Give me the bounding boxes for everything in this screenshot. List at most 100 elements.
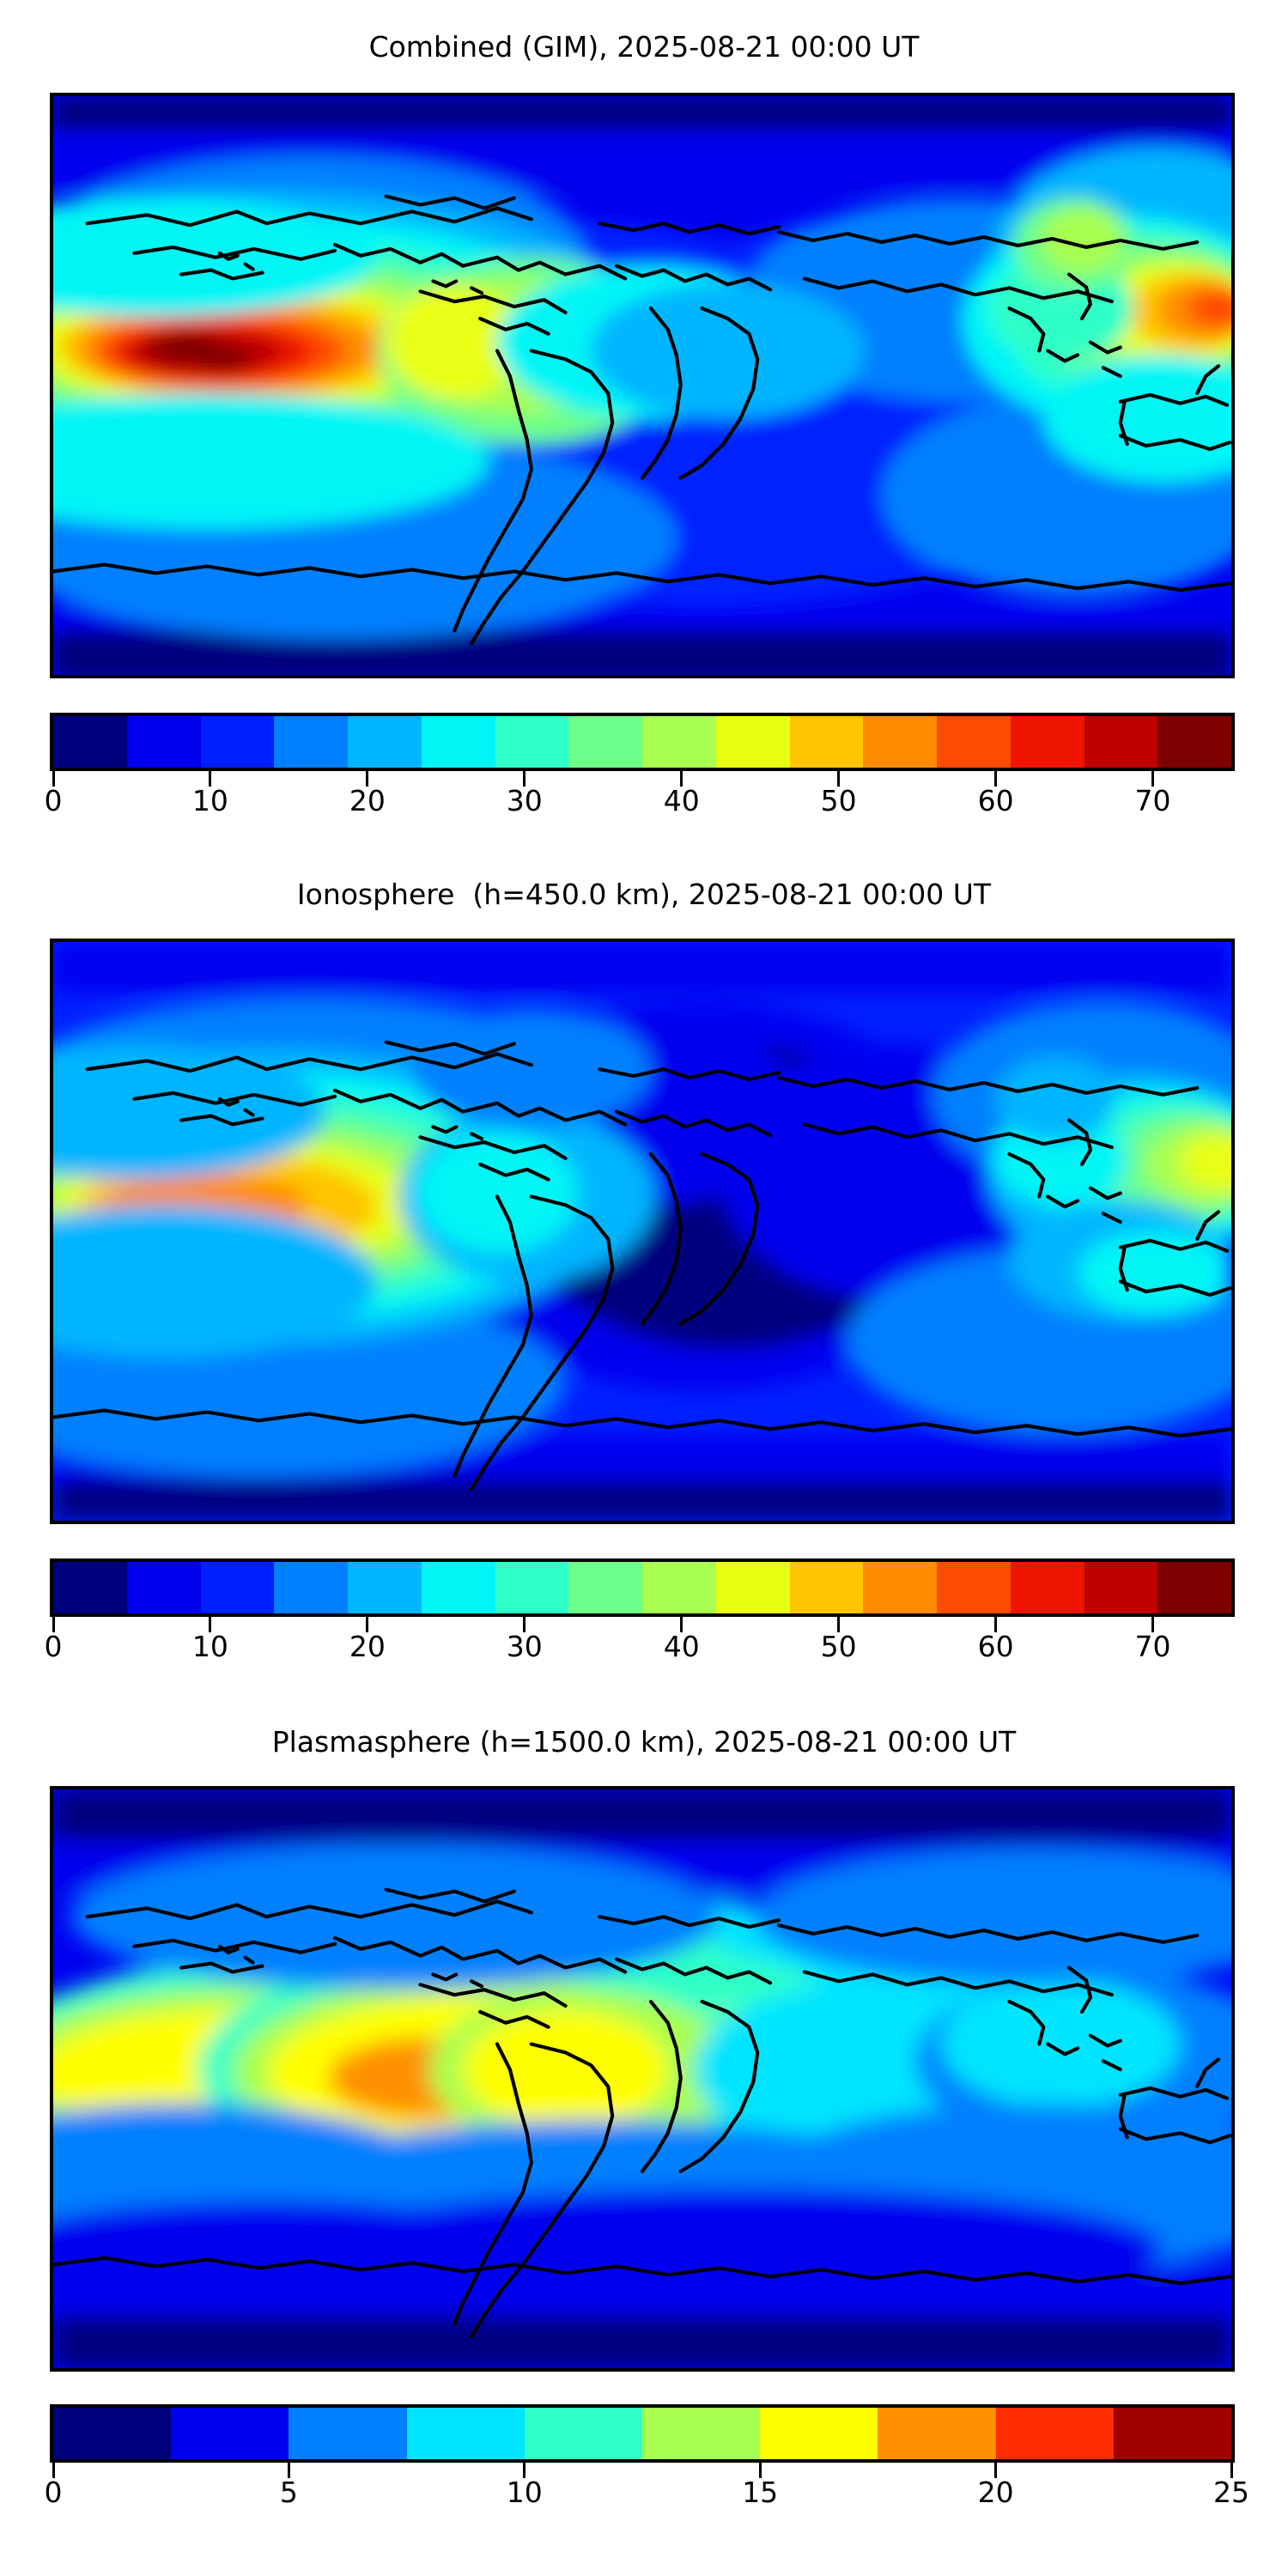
colorbar-tick	[837, 1617, 841, 1632]
colorbar-band	[406, 2408, 525, 2459]
colorbar-tick-label: 20	[349, 1630, 386, 1663]
colorbar-band	[863, 716, 937, 768]
colorbar-tick-label: 40	[663, 1630, 700, 1663]
colorbar-tick	[52, 2463, 55, 2478]
colorbar-band	[495, 716, 569, 768]
colorbar-tick-label: 5	[279, 2476, 298, 2509]
colorbar-band	[171, 2408, 289, 2459]
colorbar-tick	[52, 771, 55, 787]
colorbar-tick-label: 10	[191, 1630, 228, 1663]
colorbar-band	[200, 1562, 275, 1613]
colorbar-labels-plasmasphere: 0 5 10 15 20 25	[45, 2476, 1250, 2516]
colorbar-tick	[1151, 1617, 1155, 1632]
colorbar-gradient-ionosphere	[50, 1558, 1235, 1617]
colorbar-band	[274, 1562, 348, 1613]
colorbar-band	[348, 716, 422, 768]
colorbar-band	[568, 1562, 642, 1613]
colorbar-ionosphere: 0 10 20 30 40 50 60 70	[45, 1558, 1235, 1670]
colorbar-band	[421, 716, 495, 768]
colorbar-combined: 0 10 20 30 40 50 60 70	[45, 713, 1235, 824]
colorbar-tick	[209, 771, 212, 787]
colorbar-tick-label: 60	[977, 784, 1014, 817]
panel-title-combined: Combined (GIM), 2025-08-21 00:00 UT	[368, 30, 920, 64]
colorbar-band	[126, 716, 201, 768]
colorbar-tick	[366, 1617, 369, 1632]
colorbar-band	[642, 1562, 716, 1613]
colorbar-tick-label: 30	[506, 1630, 543, 1663]
map-plasmasphere	[50, 1786, 1235, 2372]
colorbar-tick	[994, 1617, 998, 1632]
colorbar-band	[53, 1562, 127, 1613]
colorbar-band	[715, 1562, 790, 1613]
colorbar-band	[789, 1562, 864, 1613]
colorbar-band	[421, 1562, 495, 1613]
colorbar-tick-label: 20	[977, 2476, 1014, 2509]
colorbar-tick-label: 60	[977, 1630, 1014, 1663]
colorbar-tick	[1151, 771, 1155, 787]
colorbar-band	[1157, 1562, 1231, 1613]
colorbar-band	[495, 1562, 569, 1613]
colorbar-band	[1084, 716, 1158, 768]
colorbar-tick-label: 40	[663, 784, 700, 817]
colorbar-band	[1157, 716, 1231, 768]
colorbar-tick	[994, 2463, 998, 2478]
colorbar-band	[53, 2408, 172, 2459]
colorbar-ticks-ionosphere	[50, 1617, 1235, 1632]
colorbar-tick-label: 70	[1134, 784, 1171, 817]
colorbar-tick	[680, 771, 683, 787]
colorbar-tick	[523, 771, 526, 787]
panel-plasmasphere: Plasmasphere (h=1500.0 km), 2025-08-21 0…	[0, 1728, 1288, 1756]
colorbar-tick	[287, 2463, 290, 2478]
colorbar-band	[289, 2408, 407, 2459]
colorbar-band	[878, 2408, 996, 2459]
colorbar-gradient-plasmasphere	[50, 2404, 1235, 2463]
colorbar-tick-label: 0	[44, 2476, 63, 2509]
colorbar-tick-label: 10	[506, 2476, 543, 2509]
colorbar-band	[1010, 1562, 1084, 1613]
colorbar-band	[995, 2408, 1114, 2459]
colorbar-labels-combined: 0 10 20 30 40 50 60 70	[45, 784, 1235, 824]
colorbar-tick	[837, 771, 841, 787]
colorbar-band	[937, 1562, 1011, 1613]
colorbar-band	[524, 2408, 642, 2459]
colorbar-band	[641, 2408, 761, 2459]
colorbar-ticks-plasmasphere	[50, 2463, 1235, 2478]
colorbar-band	[1113, 2408, 1231, 2459]
colorbar-band	[200, 716, 275, 768]
colorbar-tick	[366, 771, 369, 787]
colorbar-band	[642, 716, 716, 768]
colorbar-band	[863, 1562, 937, 1613]
colorbar-tick	[1230, 2463, 1233, 2478]
colorbar-band	[715, 716, 790, 768]
colorbar-tick	[209, 1617, 212, 1632]
colorbar-tick-label: 20	[349, 784, 386, 817]
colorbar-tick-label: 50	[820, 784, 857, 817]
colorbar-band	[53, 716, 127, 768]
colorbar-tick-label: 50	[820, 1630, 857, 1663]
colorbar-tick-label: 0	[44, 1630, 63, 1663]
colorbar-tick	[523, 2463, 526, 2478]
map-ionosphere	[50, 939, 1235, 1524]
colorbar-band	[348, 1562, 422, 1613]
colorbar-band	[789, 716, 864, 768]
colorbar-gradient-combined	[50, 713, 1235, 771]
colorbar-band	[1010, 716, 1084, 768]
colorbar-tick	[523, 1617, 526, 1632]
panel-title-ionosphere: Ionosphere (h=450.0 km), 2025-08-21 00:0…	[296, 878, 992, 911]
colorbar-tick-label: 30	[506, 784, 543, 817]
colorbar-band	[760, 2408, 878, 2459]
colorbar-tick	[52, 1617, 55, 1632]
colorbar-band	[274, 716, 348, 768]
colorbar-band	[568, 716, 642, 768]
colorbar-plasmasphere: 0 5 10 15 20 25	[45, 2404, 1250, 2516]
colorbar-tick-label: 70	[1134, 1630, 1171, 1663]
colorbar-tick-label: 10	[191, 784, 228, 817]
panel-ionosphere: Ionosphere (h=450.0 km), 2025-08-21 00:0…	[0, 880, 1288, 908]
colorbar-tick-label: 25	[1213, 2476, 1249, 2509]
panel-combined-gim: Combined (GIM), 2025-08-21 00:00 UT	[0, 33, 1288, 61]
colorbar-tick	[758, 2463, 762, 2478]
colorbar-tick	[994, 771, 998, 787]
colorbar-band	[1084, 1562, 1158, 1613]
colorbar-band	[126, 1562, 201, 1613]
